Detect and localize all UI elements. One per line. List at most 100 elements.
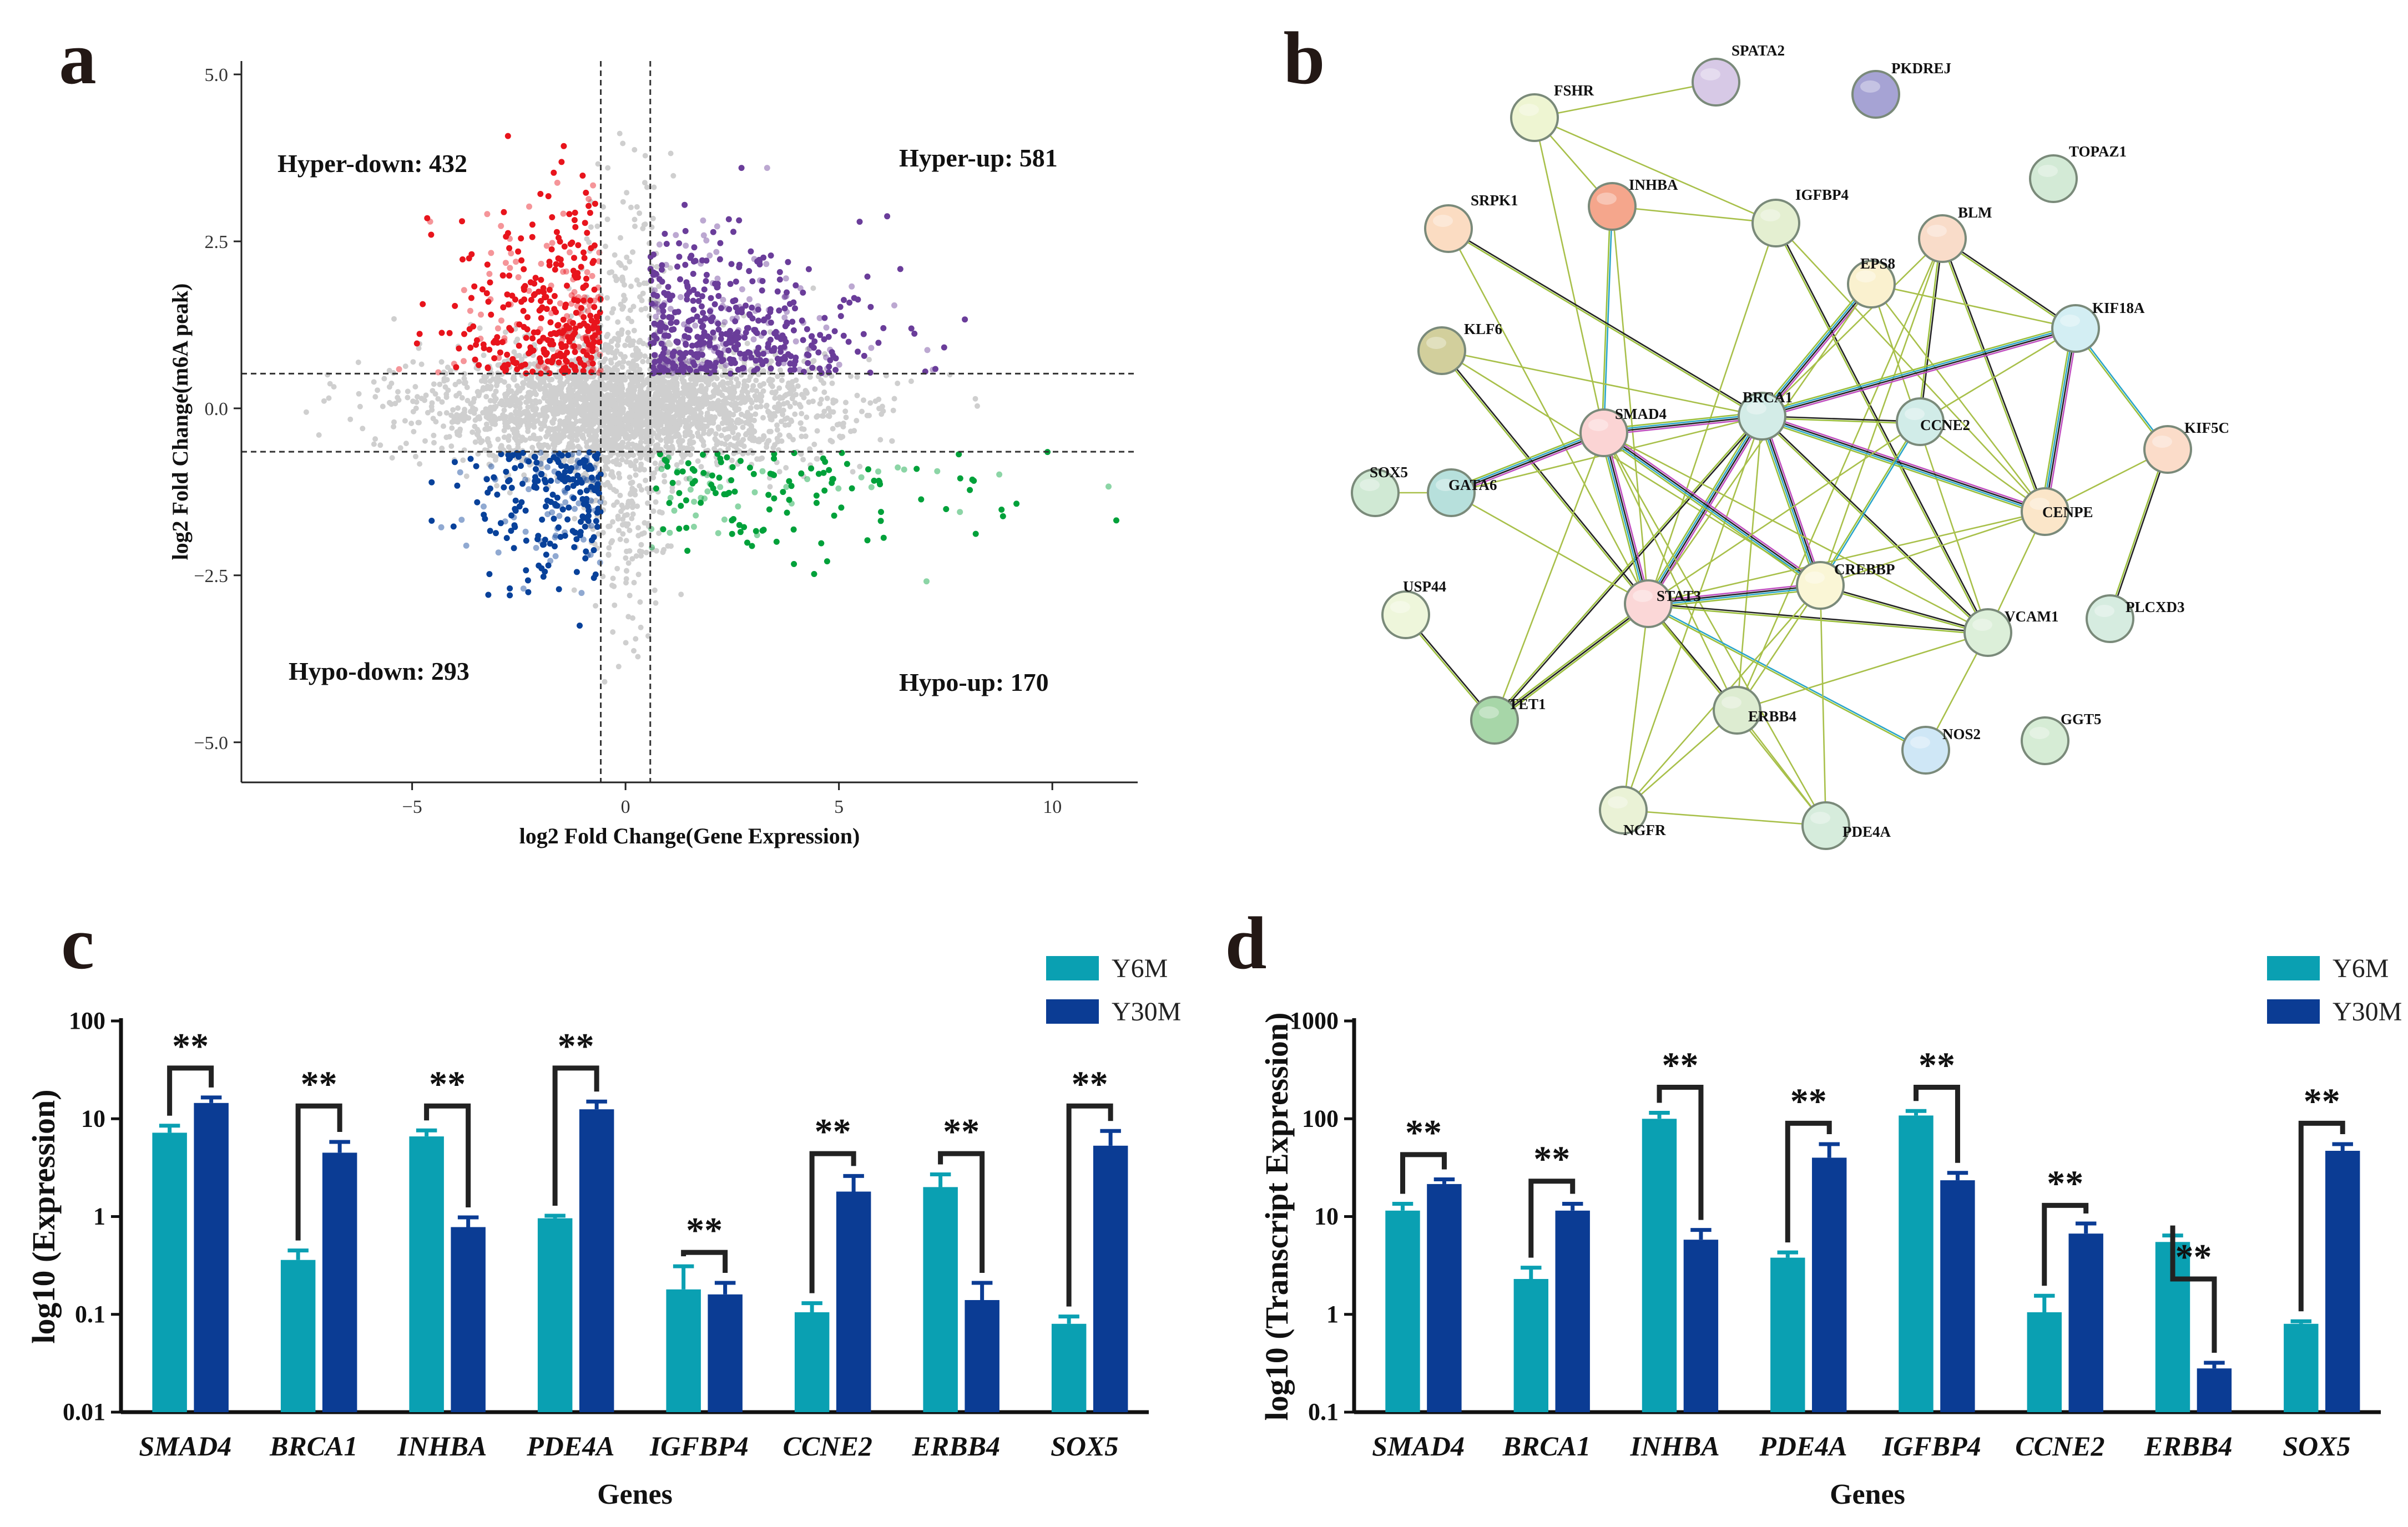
data-point: [520, 307, 527, 314]
background-point: [666, 403, 672, 409]
data-point: [755, 317, 762, 324]
background-point: [630, 491, 635, 497]
background-point: [594, 223, 600, 229]
background-point: [748, 423, 754, 429]
node-label-topaz1: TOPAZ1: [2069, 143, 2127, 160]
background-point: [754, 388, 760, 394]
data-point: [467, 307, 473, 314]
background-point: [624, 548, 629, 554]
background-point: [628, 284, 634, 289]
background-point: [580, 395, 586, 401]
background-point: [604, 466, 610, 472]
background-point: [779, 438, 785, 444]
background-point: [712, 436, 718, 442]
data-point: [526, 486, 532, 493]
background-point: [643, 477, 649, 483]
node-topaz1[interactable]: [2029, 154, 2078, 203]
node-klf6[interactable]: [1417, 326, 1466, 375]
background-point: [592, 413, 598, 419]
data-point: [693, 512, 699, 519]
background-point: [592, 432, 598, 438]
background-point: [429, 407, 435, 413]
data-point: [972, 530, 979, 537]
data-point: [851, 295, 857, 301]
background-point: [688, 441, 694, 446]
background-point: [372, 394, 378, 400]
background-point: [769, 377, 775, 383]
background-point: [824, 395, 830, 401]
data-point: [544, 511, 551, 518]
data-point: [701, 315, 708, 321]
background-point: [423, 392, 429, 398]
data-point: [593, 484, 600, 491]
background-point: [850, 469, 856, 475]
bar-y6m-brca1: [1513, 1279, 1548, 1412]
background-point: [650, 215, 656, 221]
background-point: [757, 383, 763, 389]
node-label-srpk1: SRPK1: [1471, 192, 1518, 209]
background-point: [531, 413, 537, 419]
background-point: [638, 461, 644, 467]
background-point: [630, 304, 637, 310]
background-point: [779, 395, 785, 401]
data-point: [768, 252, 774, 259]
background-point: [680, 385, 686, 391]
node-fshr[interactable]: [1510, 93, 1559, 142]
background-point: [509, 427, 516, 433]
data-point: [548, 246, 555, 252]
data-point: [716, 474, 723, 481]
background-point: [780, 411, 786, 417]
node-pkdrej[interactable]: [1851, 70, 1900, 119]
background-point: [443, 391, 450, 397]
data-point: [507, 301, 514, 308]
data-point: [658, 466, 665, 472]
data-point: [571, 255, 577, 261]
legend-swatch-y6m: [2267, 956, 2320, 980]
background-point: [629, 556, 635, 562]
background-point: [418, 361, 425, 367]
data-point: [567, 249, 573, 256]
y-tick-label: 0.1: [75, 1301, 105, 1328]
background-point: [431, 381, 437, 387]
node-usp44[interactable]: [1381, 590, 1430, 639]
data-point: [725, 216, 732, 223]
node-highlight: [1390, 601, 1410, 613]
background-point: [549, 376, 555, 382]
background-point: [668, 543, 674, 549]
data-point: [683, 350, 689, 356]
data-point: [721, 319, 728, 325]
background-point: [386, 384, 392, 390]
data-point: [573, 569, 580, 575]
background-point: [458, 416, 465, 422]
data-point: [691, 244, 698, 251]
legend-swatch-y30m: [1046, 999, 1099, 1024]
background-point: [402, 418, 408, 424]
data-point: [686, 317, 693, 324]
background-point: [674, 380, 680, 386]
data-point: [588, 522, 595, 529]
data-point: [546, 286, 553, 293]
background-point: [422, 438, 428, 444]
data-point: [660, 302, 667, 309]
node-srpk1[interactable]: [1424, 204, 1473, 253]
background-point: [843, 400, 849, 406]
bar-y6m-sox5: [2284, 1323, 2319, 1412]
background-point: [859, 408, 865, 414]
background-point: [604, 418, 610, 424]
data-point: [682, 227, 689, 234]
background-point: [609, 310, 615, 316]
significance-label: **: [2175, 1237, 2212, 1277]
node-spata2[interactable]: [1692, 58, 1740, 107]
data-point: [478, 311, 484, 318]
background-point: [848, 428, 854, 434]
background-point: [680, 407, 686, 413]
background-point: [625, 452, 632, 458]
background-point: [630, 407, 637, 413]
background-point: [380, 403, 386, 409]
data-point: [755, 345, 762, 351]
background-point: [644, 486, 650, 492]
background-point: [854, 418, 860, 424]
background-point: [638, 307, 644, 313]
node-blm[interactable]: [1918, 214, 1967, 263]
node-igfbp4[interactable]: [1751, 199, 1800, 247]
